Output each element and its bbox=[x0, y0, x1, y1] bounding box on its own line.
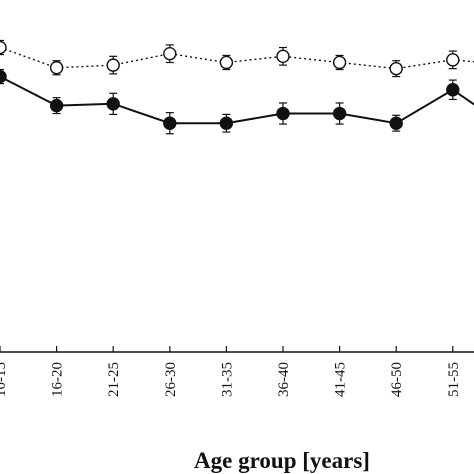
series-1 bbox=[0, 39, 474, 78]
data-point bbox=[49, 98, 64, 113]
data-point bbox=[163, 46, 177, 61]
data-point bbox=[389, 116, 403, 130]
data-point bbox=[106, 58, 120, 72]
x-axis-title: Age group [years] bbox=[194, 448, 370, 473]
data-point bbox=[219, 116, 234, 130]
data-point bbox=[276, 49, 290, 64]
x-tick-label: 51-55 bbox=[446, 362, 462, 397]
series-line bbox=[0, 46, 474, 70]
x-tick-label: 36-40 bbox=[276, 362, 292, 397]
x-tick-label: 41-45 bbox=[333, 362, 349, 397]
data-point bbox=[332, 55, 347, 70]
data-point bbox=[163, 116, 177, 130]
series-layer bbox=[0, 39, 474, 135]
data-point bbox=[276, 106, 290, 121]
data-point bbox=[446, 83, 460, 97]
data-point bbox=[0, 69, 7, 84]
series-line bbox=[0, 75, 474, 125]
x-tick-label: 46-50 bbox=[389, 362, 405, 397]
data-point bbox=[106, 97, 120, 111]
x-tick-label: 21-25 bbox=[106, 362, 122, 397]
x-tick-label: 26-30 bbox=[163, 362, 179, 397]
data-point bbox=[389, 61, 403, 76]
x-tick-label: 16-20 bbox=[50, 362, 66, 397]
series-2 bbox=[0, 68, 474, 135]
x-tick-label: 10-15 bbox=[0, 362, 9, 397]
data-point bbox=[332, 106, 347, 121]
data-point bbox=[446, 53, 460, 67]
data-point bbox=[0, 40, 7, 55]
axis-layer bbox=[0, 346, 474, 353]
tick-label-layer: 10-15 16-20 21-25 26-30 31-35 36-40 41-45 46-50… bbox=[0, 362, 462, 397]
data-point bbox=[219, 55, 234, 70]
data-point bbox=[49, 61, 64, 75]
x-tick-label: 31-35 bbox=[219, 362, 235, 397]
